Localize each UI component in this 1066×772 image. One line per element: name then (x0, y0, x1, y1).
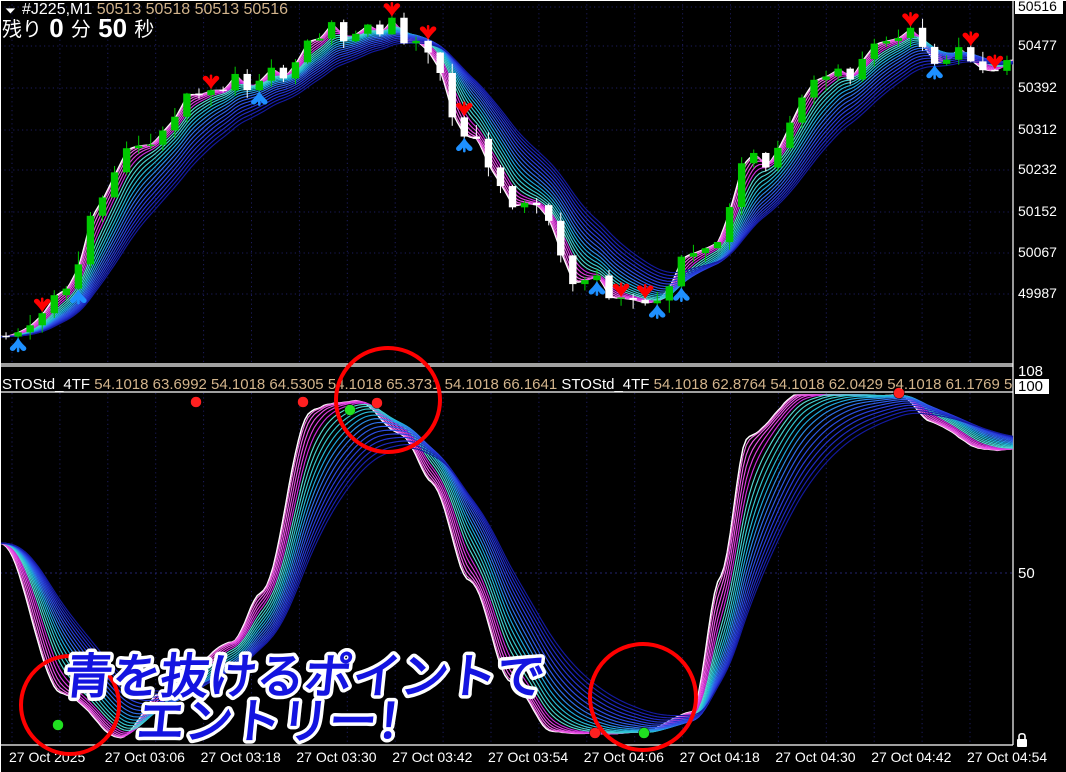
svg-text:エントリー！: エントリー！ (134, 695, 428, 749)
